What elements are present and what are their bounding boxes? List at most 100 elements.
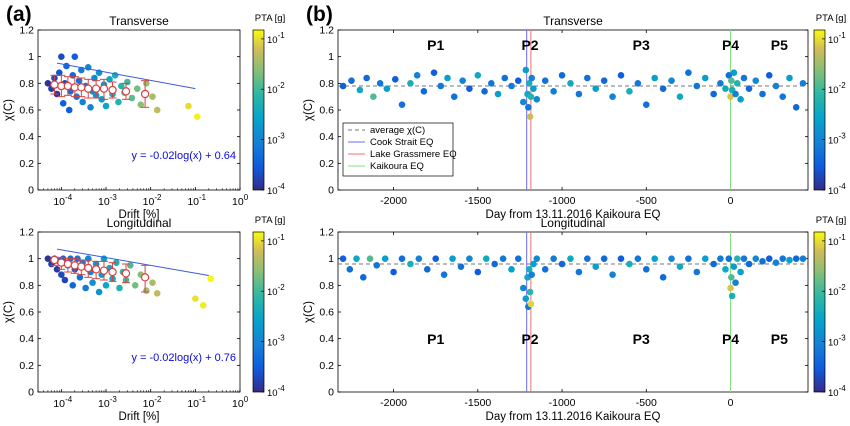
chart-b-transverse-point bbox=[786, 74, 793, 82]
chart-b-longitudinal-xtick-label: -1000 bbox=[549, 397, 576, 409]
chart-a-longitudinal-point bbox=[53, 266, 61, 273]
chart-b-transverse-xtick-label: -1500 bbox=[464, 195, 491, 207]
chart-a-transverse-xtick-label-base: 10 bbox=[53, 196, 65, 208]
chart-b-transverse-point bbox=[609, 93, 616, 100]
chart-b-longitudinal-point bbox=[668, 255, 675, 262]
chart-b-transverse-point bbox=[725, 72, 733, 79]
chart-b-longitudinal-point bbox=[717, 255, 724, 262]
chart-a-longitudinal-ytick-label: 0 bbox=[28, 387, 34, 399]
chart-b-longitudinal-point bbox=[432, 255, 440, 262]
chart-a-longitudinal-colorbar-tick-label: 10-1 bbox=[267, 233, 285, 248]
chart-b-transverse-colorbar-tick-label-base: 10 bbox=[828, 35, 839, 46]
chart-b-transverse-point bbox=[772, 82, 780, 90]
chart-a-longitudinal-ylabel: χ(C) bbox=[3, 301, 15, 323]
chart-a-transverse-point bbox=[65, 106, 73, 114]
chart-b-transverse-point bbox=[501, 74, 509, 82]
chart-b-longitudinal-ytick-label: 1.2 bbox=[319, 227, 334, 239]
chart-b-longitudinal-point bbox=[474, 268, 482, 276]
chart-b-transverse-point bbox=[732, 90, 739, 98]
chart-a-transverse-point bbox=[59, 100, 67, 107]
chart-b-longitudinal-point bbox=[526, 288, 534, 296]
chart-b-longitudinal-point bbox=[765, 255, 773, 262]
chart-a-longitudinal-mean-marker bbox=[84, 263, 93, 273]
chart-b-transverse-point bbox=[370, 93, 377, 100]
chart-a-transverse-xtick-label-exponent: 0 bbox=[244, 193, 249, 202]
chart-b-transverse-point bbox=[528, 74, 536, 82]
chart-a-longitudinal-mean-marker bbox=[140, 273, 150, 282]
chart-a-longitudinal-colorbar-tick-label-base: 10 bbox=[267, 237, 278, 248]
chart-b-transverse-point bbox=[444, 74, 451, 82]
chart-b-transverse-legend-entry: Cook Strait EQ bbox=[370, 137, 433, 148]
chart-a-longitudinal-ytick-label: 1.2 bbox=[19, 227, 34, 239]
chart-b-transverse-period-label: P2 bbox=[521, 37, 538, 53]
chart-b-longitudinal-point bbox=[740, 255, 748, 262]
chart-b-transverse-point bbox=[799, 80, 807, 87]
chart-b-longitudinal-point bbox=[728, 274, 735, 281]
chart-b-longitudinal-colorbar-tick-label-exponent: -4 bbox=[839, 384, 847, 393]
chart-b-longitudinal-point bbox=[366, 255, 374, 262]
chart-b-longitudinal-point bbox=[407, 260, 414, 268]
chart-b-transverse-xtick-label: -1000 bbox=[549, 195, 576, 207]
chart-a-transverse-point bbox=[128, 94, 136, 102]
chart-b-transverse-period-label: P5 bbox=[771, 37, 788, 53]
chart-b-transverse-colorbar bbox=[813, 29, 826, 191]
chart-b-longitudinal-point bbox=[522, 295, 530, 302]
chart-a-transverse-xtick-label: 10-3 bbox=[98, 193, 117, 208]
chart-a-transverse-ytick-label: 0 bbox=[28, 185, 34, 197]
chart-b-transverse-point bbox=[413, 72, 421, 79]
chart-a-longitudinal-point bbox=[82, 284, 89, 292]
chart-a-transverse-point bbox=[44, 80, 52, 87]
chart-b-transverse-point bbox=[617, 72, 625, 79]
chart-b-longitudinal-point bbox=[730, 263, 738, 270]
chart-a-transverse-xtick-label-base: 10 bbox=[98, 196, 110, 208]
chart-a-longitudinal-mean-marker bbox=[50, 255, 59, 265]
chart-b-longitudinal-point bbox=[584, 255, 591, 262]
chart-b-longitudinal-point bbox=[346, 266, 354, 273]
chart-b-longitudinal-point bbox=[732, 279, 739, 286]
chart-b-transverse-title: Transverse bbox=[543, 14, 603, 28]
chart-a-longitudinal-xtick-label-base: 10 bbox=[143, 398, 155, 410]
chart-b-longitudinal-colorbar-tick-label-exponent: -3 bbox=[839, 334, 847, 343]
chart-b-longitudinal-point bbox=[381, 255, 389, 262]
chart-a-transverse-point bbox=[137, 101, 145, 108]
chart-b-longitudinal-colorbar-tick-label: 10-3 bbox=[828, 334, 846, 349]
chart-a-transverse-fit-line bbox=[56, 62, 196, 90]
chart-a-longitudinal-ytick-label: 0.8 bbox=[19, 280, 34, 292]
chart-b-longitudinal-point bbox=[772, 259, 780, 266]
chart-a-transverse-point bbox=[91, 74, 98, 82]
chart-b-longitudinal-point bbox=[423, 266, 431, 273]
chart-a-longitudinal-xtick-label: 100 bbox=[232, 395, 249, 410]
chart-b-transverse-point bbox=[792, 104, 800, 111]
chart-a-transverse-xlabel: Drift [%] bbox=[119, 209, 160, 221]
chart-b-longitudinal-point bbox=[373, 262, 381, 269]
chart-a-longitudinal-point bbox=[44, 255, 52, 262]
chart-b-transverse-point bbox=[533, 96, 541, 103]
chart-a-longitudinal-mean-marker bbox=[63, 259, 73, 269]
chart-b-transverse-point bbox=[339, 82, 347, 90]
chart-a-transverse-xtick-label: 10-2 bbox=[143, 193, 162, 208]
chart-b-transverse-point bbox=[487, 80, 495, 87]
chart-a-transverse-point bbox=[133, 85, 141, 92]
chart-a-transverse-colorbar-tick-label-base: 10 bbox=[267, 186, 278, 197]
chart-b-transverse-point bbox=[676, 93, 684, 100]
chart-b-transverse-point bbox=[508, 82, 515, 90]
panel-label-a: (a) bbox=[6, 3, 32, 26]
chart-b-longitudinal-point bbox=[550, 255, 557, 262]
chart-a-transverse-ytick-label: 0.2 bbox=[19, 158, 34, 170]
chart-b-longitudinal-point bbox=[733, 255, 741, 262]
chart-a-transverse-mean-marker bbox=[63, 81, 73, 91]
chart-a-longitudinal-point bbox=[149, 279, 156, 286]
chart-a-transverse-xtick-label-exponent: -1 bbox=[199, 193, 207, 202]
chart-a-transverse-mean-marker bbox=[140, 89, 150, 99]
chart-b-longitudinal-point bbox=[533, 255, 541, 262]
chart-a-longitudinal-point bbox=[199, 302, 207, 309]
chart-a-transverse-colorbar-tick-label: 10-3 bbox=[267, 132, 285, 147]
chart-a-transverse-title: Transverse bbox=[109, 14, 169, 28]
chart-b-longitudinal-colorbar-tick-label-base: 10 bbox=[828, 388, 839, 399]
chart-b-longitudinal-point bbox=[353, 255, 360, 262]
chart-a-transverse-point bbox=[102, 102, 110, 110]
chart-b-longitudinal-period-label: P2 bbox=[521, 331, 538, 347]
chart-b-transverse-point bbox=[765, 72, 773, 79]
chart-b-transverse-point bbox=[430, 69, 438, 76]
chart-b-longitudinal-point bbox=[759, 258, 766, 265]
